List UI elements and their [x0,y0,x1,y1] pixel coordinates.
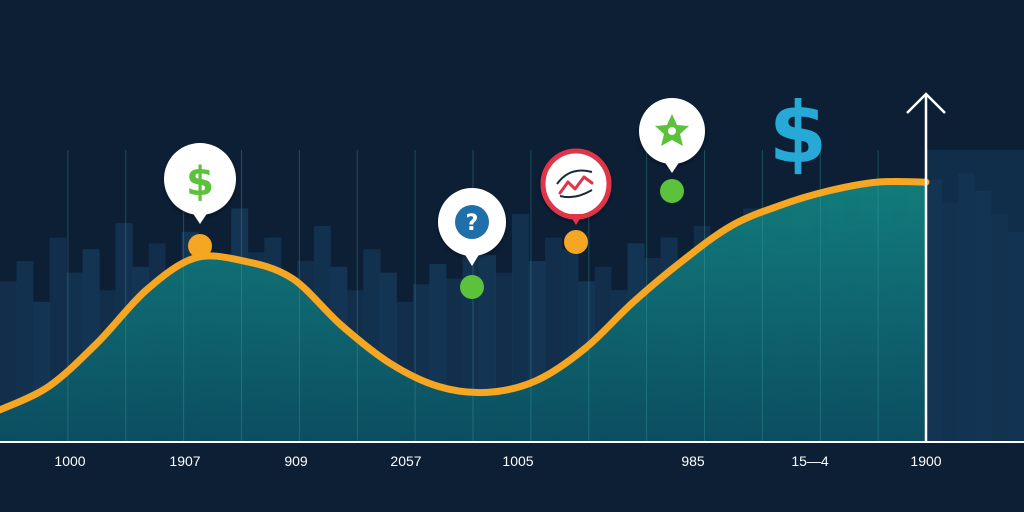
vertical-gridlines [67,150,879,442]
marker-dots [188,179,684,299]
marker-dot [564,230,588,254]
dollar-icon: $ [186,159,214,205]
star-badge-icon [655,114,689,146]
marker-dot [188,234,212,258]
series-area [0,181,926,442]
x-tick-label: 1000 [54,453,85,469]
x-tick-label: 15—4 [791,453,829,469]
area-layer [0,181,926,442]
x-tick-label: 1900 [910,453,941,469]
up-arrow-icon [906,92,946,442]
x-tick-label: 2057 [390,453,421,469]
marker-dot [660,179,684,203]
line-layer [0,177,930,414]
dollar-badge: $ [164,143,236,224]
background-bar [926,150,1024,442]
svg-text:?: ? [466,211,479,236]
x-tick-label: 1907 [169,453,200,469]
series-line [0,177,930,414]
big-dollar-icon: $ [769,84,827,182]
question-badge: ? [438,188,506,266]
trend-badge [540,148,612,225]
x-tick-label: 1005 [502,453,533,469]
x-tick-label: 909 [284,453,308,469]
x-tick-labels: 1000 1907 909 2057 1005 985 15—4 1900 [54,453,941,469]
question-icon [455,205,489,239]
x-tick-label: 985 [681,453,705,469]
star-badge [639,98,705,173]
trend-chart-icon [556,169,594,199]
marker-dot [460,275,484,299]
